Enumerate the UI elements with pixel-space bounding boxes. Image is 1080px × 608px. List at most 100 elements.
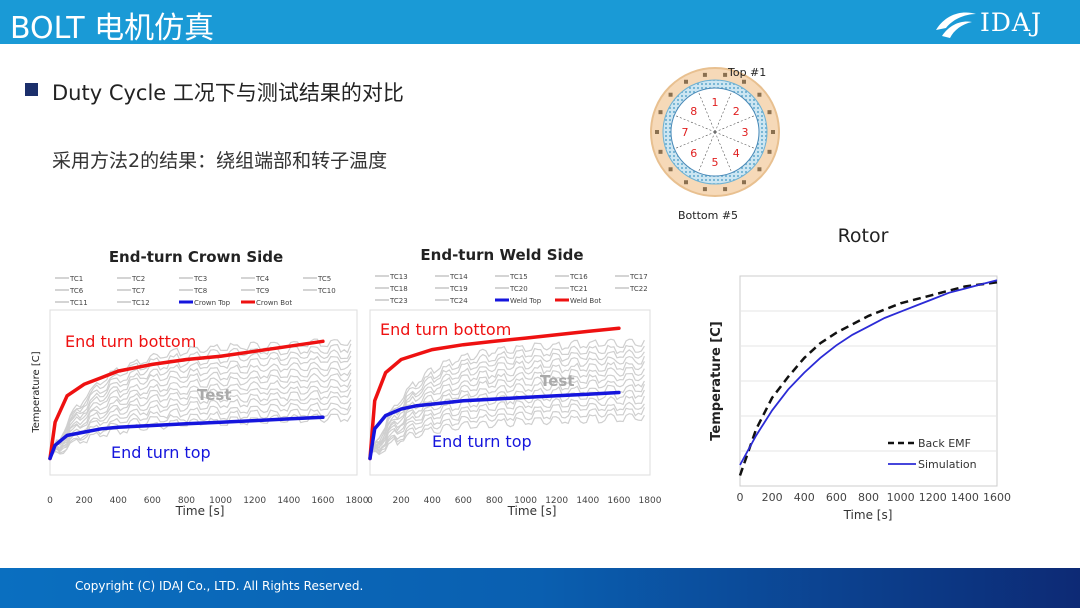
test-curve (369, 395, 645, 457)
thermocouple-marker (684, 79, 688, 84)
x-tick-label: 200 (762, 491, 783, 504)
test-curve (49, 389, 352, 456)
legend-label: TC6 (69, 287, 84, 295)
legend-label: TC2 (131, 275, 145, 283)
rotor-chart: Rotor 0 200 400 600 800 1000 1200 1400 1600 Back… (709, 225, 1011, 522)
test-curve (369, 338, 645, 456)
annotation-bottom: End turn bottom (65, 332, 196, 351)
test-curve (369, 389, 645, 457)
x-tick-label: 0 (737, 491, 744, 504)
annotation-top: End turn top (111, 443, 211, 462)
sector-number: 7 (682, 126, 689, 139)
test-curve (49, 349, 352, 455)
legend-label: TC7 (131, 287, 145, 295)
top-label: Top #1 (727, 66, 766, 79)
sector-number: 8 (690, 105, 697, 118)
legend-label: TC19 (449, 285, 468, 293)
x-tick-label: 200 (393, 496, 410, 506)
x-tick-label: 1800 (639, 496, 662, 506)
test-curve (49, 355, 352, 456)
legend-label: TC21 (569, 285, 588, 293)
test-curve (369, 413, 645, 456)
legend-label: Weld Bot (570, 297, 602, 305)
legend-label: Crown Top (194, 299, 231, 307)
motor-cross-section-diagram: 1 234 5 678 Top #1 Bottom #5 (650, 66, 780, 222)
sector-divider (697, 91, 716, 133)
bullet-square (25, 83, 38, 96)
thermocouple-marker (767, 110, 772, 115)
section-subheading: 采用方法2的结果：绕组端部和转子温度 (52, 150, 388, 172)
series-back-emf (738, 281, 998, 476)
thermocouple-marker (684, 180, 688, 185)
legend-label: TC23 (389, 297, 408, 305)
sector-divider (697, 131, 716, 173)
legend-label: Back EMF (918, 437, 971, 450)
x-tick-label: 1400 (277, 496, 300, 506)
chart-title: End-turn Weld Side (420, 246, 583, 264)
legend-label: TC11 (69, 299, 88, 307)
x-tick-label: 1200 (243, 496, 266, 506)
sector-number: 6 (690, 147, 697, 160)
sector-number: 3 (742, 126, 749, 139)
legend-label: TC15 (509, 273, 528, 281)
y-axis-label: Temperature [C] (709, 321, 724, 440)
footer-bar: Copyright (C) IDAJ Co., LTD. All Rights … (0, 568, 1080, 608)
x-tick-label: 1200 (919, 491, 947, 504)
x-tick-label: 800 (486, 496, 503, 506)
x-tick-label: 1600 (983, 491, 1011, 504)
x-tick-label: 1000 (514, 496, 537, 506)
logo-text: IDAJ (980, 8, 1042, 37)
legend-label: Simulation (918, 458, 977, 471)
annotation-test: Test (540, 372, 575, 390)
sector-number: 1 (712, 96, 719, 109)
test-curve (369, 344, 645, 457)
legend-label: TC17 (629, 273, 648, 281)
thermocouple-marker (658, 149, 663, 154)
test-curve (369, 372, 645, 456)
legend-label: TC9 (255, 287, 269, 295)
sector-number: 4 (733, 147, 740, 160)
sector-number: 2 (733, 105, 740, 118)
chart-title: End-turn Crown Side (109, 248, 283, 266)
test-curve (49, 367, 352, 455)
x-axis-label: Time [s] (507, 504, 557, 518)
series-crown-top (48, 415, 325, 461)
x-tick-label: 600 (455, 496, 472, 506)
sector-number: 5 (712, 156, 719, 169)
weld-side-chart: End-turn Weld Side TC13 TC14 TC15 TC16 TC17 T… (367, 246, 662, 518)
series-crown-bot (48, 339, 325, 461)
x-tick-label: 800 (858, 491, 879, 504)
legend-label: TC1 (69, 275, 83, 283)
header-bar: BOLT 电机仿真 IDAJ (0, 0, 1080, 46)
test-curve (49, 406, 352, 455)
sector-divider (714, 114, 756, 133)
annotation-top: End turn top (432, 432, 532, 451)
x-tick-label: 1000 (209, 496, 232, 506)
series-weld-bot (368, 326, 621, 461)
sector-divider (714, 131, 756, 150)
thermocouple-marker (702, 187, 707, 192)
page-title: BOLT 电机仿真 (10, 11, 215, 46)
x-tick-label: 0 (47, 496, 53, 506)
legend-label: TC3 (193, 275, 207, 283)
legend-label: TC16 (569, 273, 588, 281)
test-curve (49, 395, 352, 455)
test-curve (49, 378, 352, 456)
legend-label: TC14 (449, 273, 468, 281)
test-curve (369, 407, 645, 456)
legend-label: TC18 (389, 285, 408, 293)
x-tick-label: 400 (110, 496, 127, 506)
series-simulation (739, 279, 998, 466)
test-curve (49, 372, 352, 455)
thermocouple-marker (767, 149, 772, 154)
thermocouple-marker (757, 167, 762, 172)
legend-label: TC22 (629, 285, 648, 293)
copyright-text: Copyright (C) IDAJ Co., LTD. All Rights … (75, 579, 364, 593)
thermocouple-marker (723, 72, 728, 77)
bottom-label: Bottom #5 (678, 209, 738, 222)
thermocouple-marker (757, 92, 762, 97)
x-tick-label: 200 (76, 496, 93, 506)
x-tick-label: 1800 (346, 496, 369, 506)
x-axis-label: Time [s] (175, 504, 225, 518)
x-tick-label: 1400 (951, 491, 979, 504)
